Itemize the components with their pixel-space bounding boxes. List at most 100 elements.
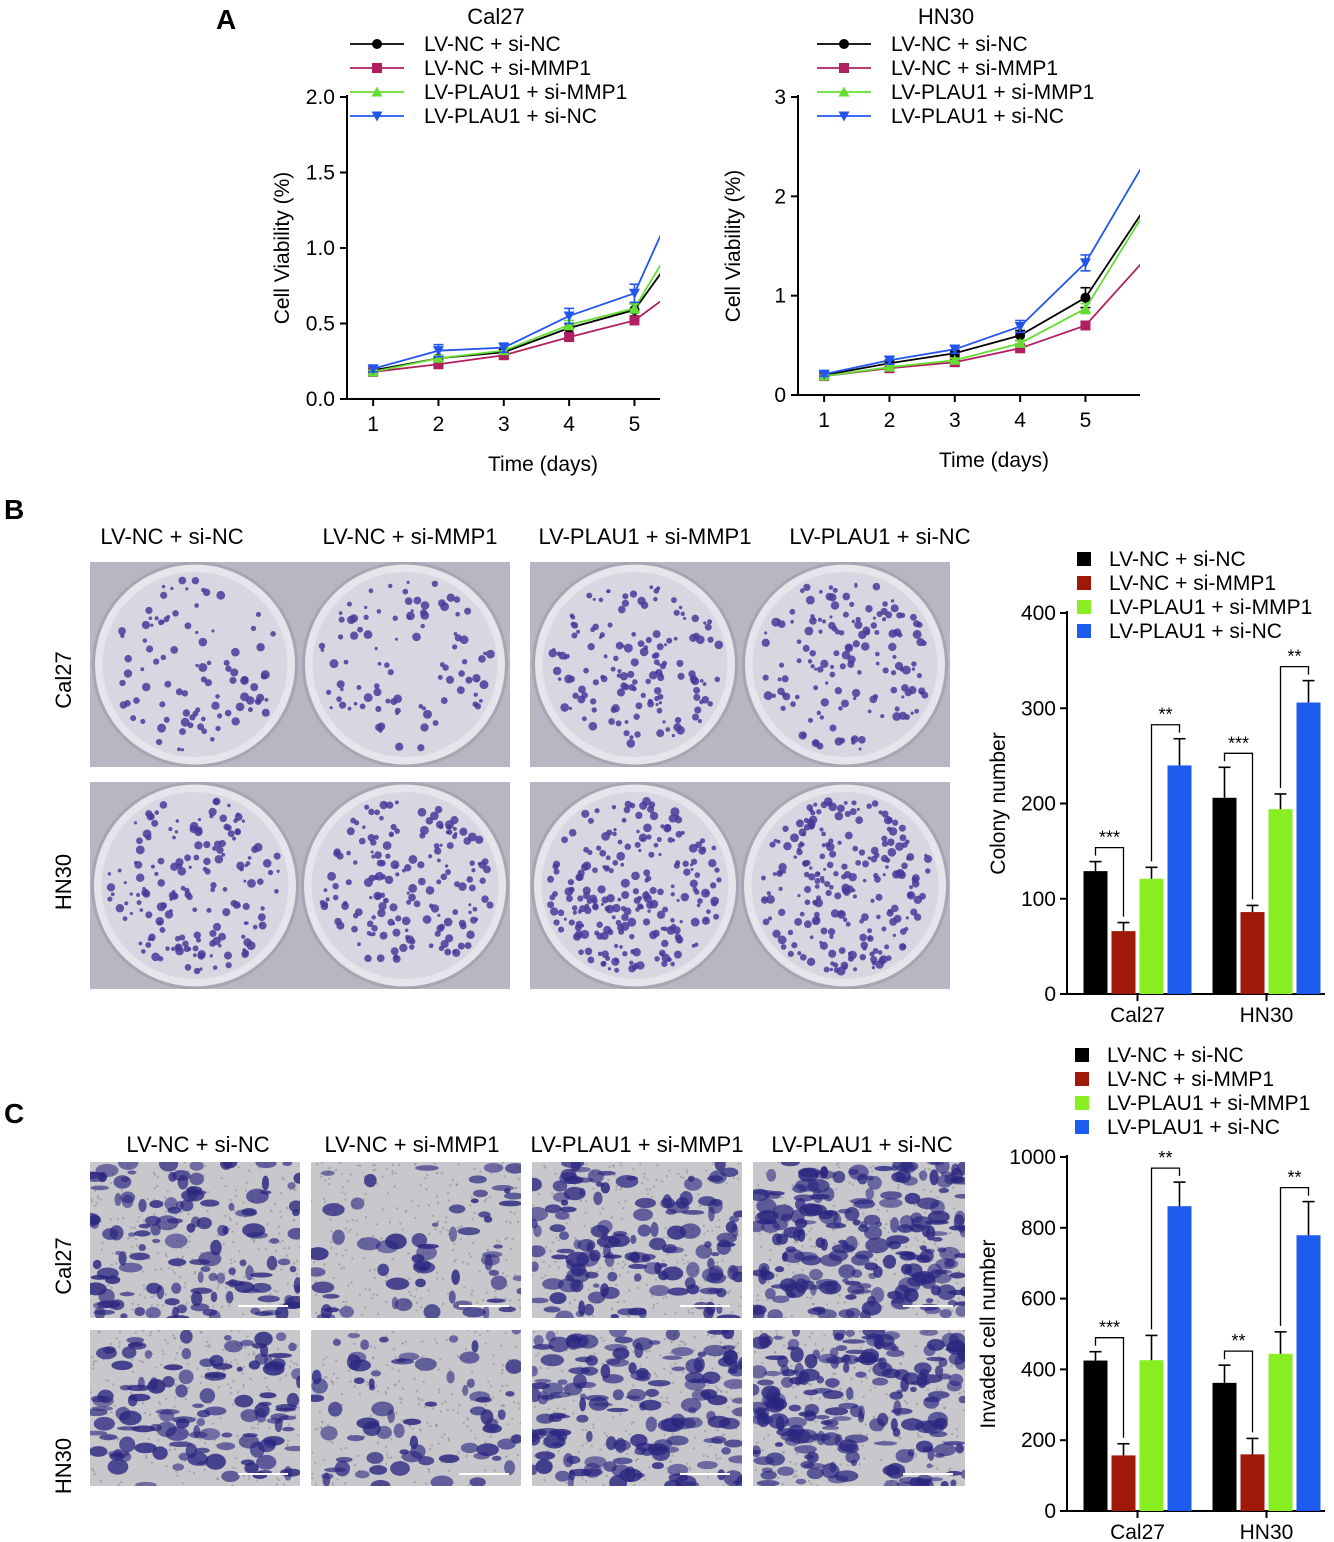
colony: [911, 874, 920, 883]
membrane-pore: [533, 1405, 536, 1408]
colony: [761, 638, 770, 647]
invaded-cell-cluster: [221, 1432, 233, 1438]
membrane-pore: [914, 1453, 917, 1456]
colony: [392, 615, 398, 621]
colony: [627, 670, 635, 679]
membrane-pore: [216, 1477, 220, 1480]
membrane-pore: [887, 1231, 890, 1234]
colony: [150, 864, 155, 869]
colony: [577, 895, 584, 902]
membrane-pore: [872, 1416, 875, 1419]
colony-condition-label: LV-NC + si-MMP1: [322, 524, 498, 549]
invaded-cell-cluster: [753, 1189, 776, 1195]
membrane-pore: [428, 1447, 432, 1451]
colony: [570, 614, 576, 620]
membrane-pore: [707, 1384, 710, 1387]
membrane-pore: [620, 1164, 623, 1167]
invaded-cell-cluster: [711, 1252, 720, 1257]
colony: [138, 941, 143, 946]
colony: [776, 870, 783, 877]
colony: [910, 711, 914, 715]
membrane-pore: [136, 1220, 139, 1224]
invaded-cell-cluster: [91, 1405, 114, 1411]
legend-label: LV-NC + si-MMP1: [424, 57, 591, 80]
invaded-cell-cluster: [845, 1349, 868, 1355]
membrane-pore: [619, 1162, 622, 1164]
membrane-pore: [153, 1173, 157, 1177]
membrane-pore: [217, 1234, 220, 1237]
bar: [1296, 702, 1321, 994]
colony: [881, 926, 887, 932]
invaded-cell-cluster: [159, 1162, 179, 1172]
membrane-pore: [107, 1283, 110, 1287]
colony: [778, 863, 787, 872]
colony: [890, 686, 898, 694]
colony: [819, 875, 825, 881]
colony: [662, 906, 669, 913]
invaded-cell-cluster: [288, 1200, 300, 1213]
colony: [797, 847, 802, 852]
invaded-cell-cluster: [167, 1206, 182, 1214]
colony: [635, 702, 643, 710]
invaded-cell-cluster: [788, 1404, 802, 1412]
membrane-pore: [270, 1209, 273, 1212]
colony: [587, 956, 595, 964]
colony: [632, 679, 638, 685]
colony: [413, 900, 421, 908]
membrane-pore: [328, 1166, 331, 1170]
membrane-pore: [236, 1362, 239, 1365]
membrane-pore: [719, 1341, 723, 1344]
membrane-pore: [212, 1305, 215, 1308]
membrane-pore: [500, 1371, 503, 1375]
colony: [454, 881, 460, 888]
invaded-cell-cluster: [945, 1346, 965, 1353]
invaded-cell-cluster: [714, 1162, 726, 1171]
colony: [447, 829, 453, 835]
invaded-cell-cluster: [244, 1462, 259, 1474]
invaded-cell-cluster: [795, 1478, 807, 1485]
membrane-pore: [117, 1483, 121, 1486]
colony: [874, 630, 880, 636]
membrane-pore: [338, 1162, 342, 1165]
invaded-cell-cluster: [339, 1306, 354, 1318]
invaded-cell-cluster: [118, 1162, 139, 1170]
colony: [911, 661, 917, 667]
membrane-pore: [358, 1393, 362, 1396]
membrane-pore: [794, 1462, 797, 1466]
invaded-cell-cluster: [532, 1365, 538, 1377]
colony: [672, 926, 681, 935]
membrane-pore: [366, 1383, 370, 1386]
membrane-pore: [385, 1334, 388, 1338]
invaded-cell-cluster: [543, 1306, 561, 1313]
colony: [872, 582, 881, 591]
membrane-pore: [713, 1334, 716, 1338]
membrane-pore: [401, 1228, 404, 1231]
invaded-cell-cluster: [250, 1272, 273, 1278]
colony: [887, 908, 892, 914]
invaded-cell-cluster: [192, 1403, 205, 1408]
chart-title: HN30: [918, 4, 974, 29]
colony: [566, 895, 573, 903]
invaded-cell-cluster: [284, 1445, 300, 1452]
colony: [909, 885, 913, 890]
membrane-pore: [230, 1391, 233, 1395]
membrane-pore: [279, 1377, 282, 1381]
membrane-pore: [286, 1282, 290, 1285]
colony: [251, 845, 259, 854]
membrane-pore: [616, 1300, 620, 1304]
membrane-pore: [109, 1410, 113, 1414]
colony: [375, 705, 382, 712]
membrane-pore: [174, 1383, 177, 1387]
membrane-pore: [655, 1375, 659, 1378]
colony: [581, 809, 590, 818]
membrane-pore: [490, 1172, 493, 1175]
x-axis-label: Time (days): [939, 449, 1049, 472]
series-line: [373, 300, 660, 373]
colony: [766, 891, 771, 896]
membrane-pore: [478, 1270, 481, 1273]
invaded-cell-cluster: [144, 1215, 161, 1226]
invaded-cell-cluster: [596, 1235, 621, 1248]
membrane-pore: [845, 1399, 848, 1402]
invaded-cell-cluster: [845, 1307, 861, 1318]
colony: [223, 951, 232, 960]
